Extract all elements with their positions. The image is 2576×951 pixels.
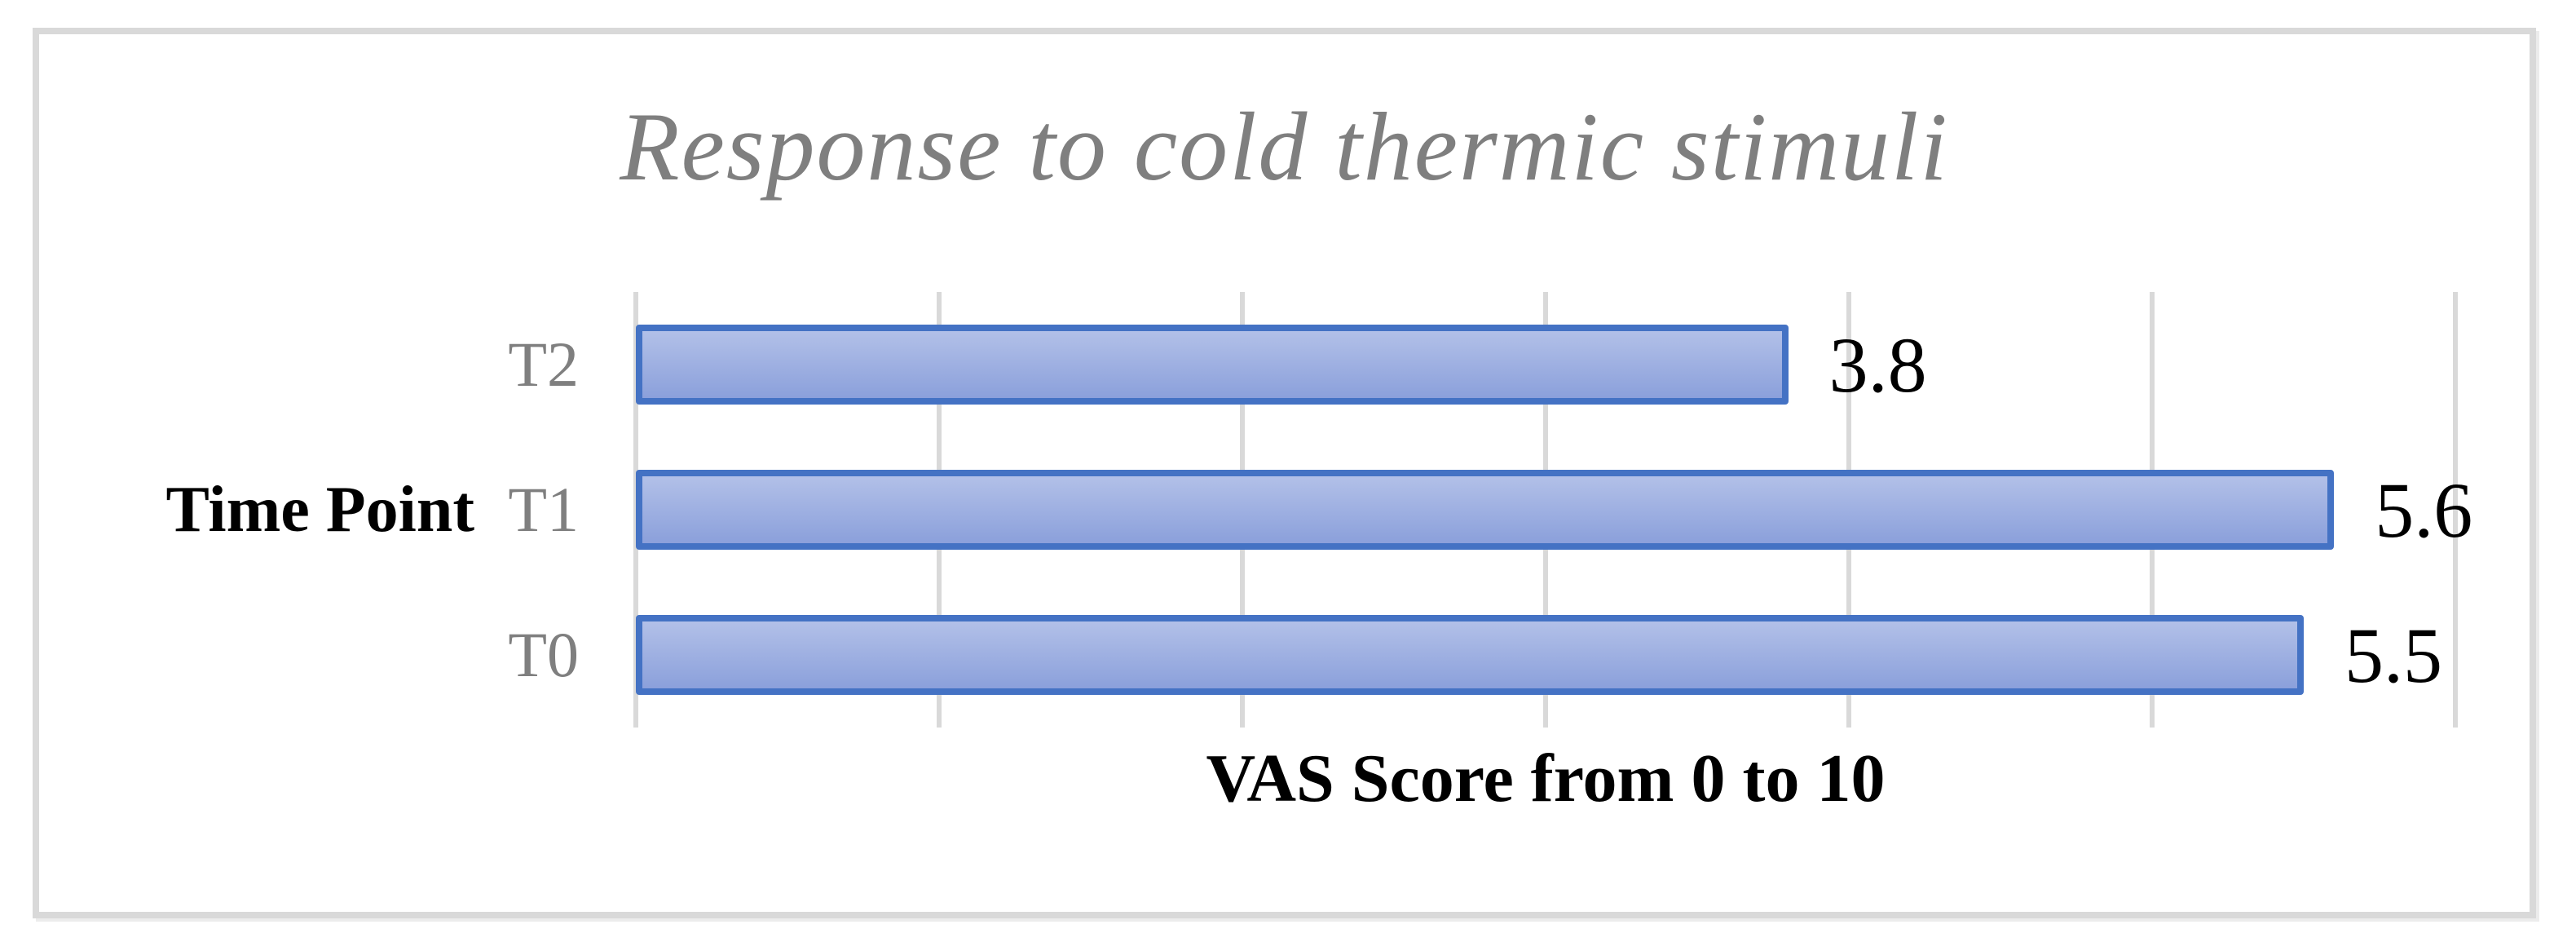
y-axis-title: Time Point [165, 473, 474, 546]
value-label-T1: 5.6 [2375, 466, 2473, 554]
category-label-T1: T1 [508, 474, 579, 545]
category-label-T0: T0 [508, 619, 579, 690]
bar-T2 [636, 325, 1789, 405]
chart-title: Response to cold thermic stimuli [620, 92, 1949, 201]
value-label-T2: 3.8 [1828, 321, 1927, 409]
category-label-T2: T2 [508, 329, 579, 400]
x-axis-title: VAS Score from 0 to 10 [1206, 741, 1886, 816]
value-label-T0: 5.5 [2344, 611, 2442, 699]
gridline-x-6 [2453, 292, 2458, 728]
bar-T0 [636, 615, 2304, 695]
bar-T1 [636, 470, 2335, 550]
